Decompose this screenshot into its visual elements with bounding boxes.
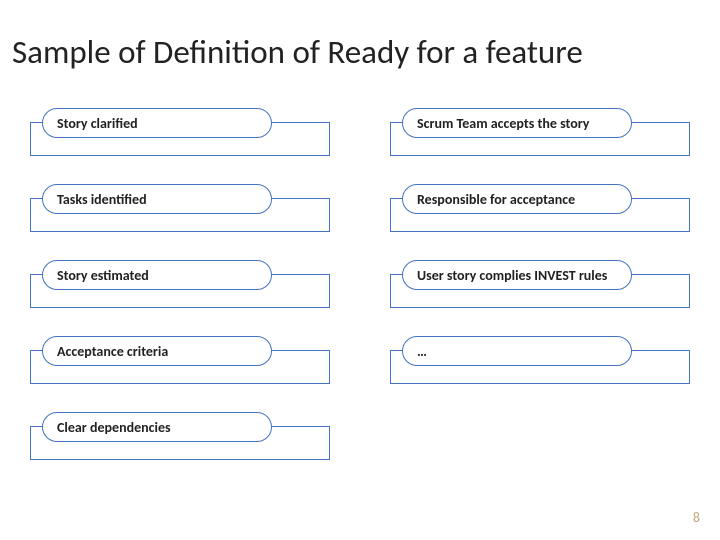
list-item: Responsible for acceptance xyxy=(390,186,690,232)
item-tab: Tasks identified xyxy=(42,184,272,214)
list-item: Story estimated xyxy=(30,262,330,308)
item-label: Responsible for acceptance xyxy=(417,191,575,208)
list-item: User story complies INVEST rules xyxy=(390,262,690,308)
item-tab: User story complies INVEST rules xyxy=(402,260,632,290)
slide: Sample of Definition of Ready for a feat… xyxy=(0,0,720,540)
left-column: Story clarified Tasks identified Story e… xyxy=(30,110,330,460)
item-tab: Responsible for acceptance xyxy=(402,184,632,214)
item-tab: Story estimated xyxy=(42,260,272,290)
right-column: Scrum Team accepts the story Responsible… xyxy=(390,110,690,460)
item-tab: Story clarified xyxy=(42,108,272,138)
item-tab: … xyxy=(402,336,632,366)
item-label: … xyxy=(417,343,427,360)
columns-container: Story clarified Tasks identified Story e… xyxy=(30,110,690,460)
item-label: User story complies INVEST rules xyxy=(417,267,607,284)
item-label: Acceptance criteria xyxy=(57,343,168,360)
item-label: Clear dependencies xyxy=(57,419,171,436)
page-title: Sample of Definition of Ready for a feat… xyxy=(12,32,708,72)
list-item: Clear dependencies xyxy=(30,414,330,460)
item-tab: Acceptance criteria xyxy=(42,336,272,366)
page-number: 8 xyxy=(693,509,700,526)
item-tab: Scrum Team accepts the story xyxy=(402,108,632,138)
item-label: Scrum Team accepts the story xyxy=(417,115,589,132)
item-label: Story clarified xyxy=(57,115,138,132)
list-item: Tasks identified xyxy=(30,186,330,232)
list-item: Scrum Team accepts the story xyxy=(390,110,690,156)
list-item: Story clarified xyxy=(30,110,330,156)
list-item: … xyxy=(390,338,690,384)
item-label: Tasks identified xyxy=(57,191,147,208)
item-tab: Clear dependencies xyxy=(42,412,272,442)
list-item: Acceptance criteria xyxy=(30,338,330,384)
item-label: Story estimated xyxy=(57,267,149,284)
